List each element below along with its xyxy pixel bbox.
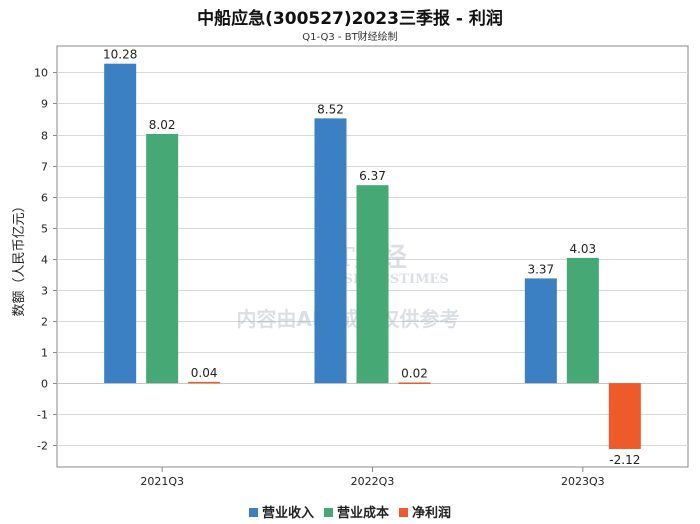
- legend-swatch: [399, 508, 408, 517]
- y-tick-label: 0: [41, 378, 48, 391]
- legend-item-营业收入[interactable]: 营业收入: [248, 502, 314, 521]
- legend-label: 营业成本: [336, 506, 389, 521]
- data-label: -2.12: [609, 453, 640, 467]
- y-tick-label: 5: [41, 223, 48, 236]
- y-tick-label: 7: [41, 161, 48, 174]
- data-label: 0.02: [401, 366, 428, 380]
- y-tick-label: 9: [41, 98, 48, 111]
- bar-营业成本-2022Q3: [356, 185, 389, 384]
- bar-净利润-2022Q3: [398, 382, 431, 384]
- legend: 营业收入 营业成本 净利润: [0, 502, 700, 521]
- chart-subtitle: Q1-Q3 - BT财经绘制: [302, 32, 398, 43]
- data-label: 3.37: [527, 262, 554, 276]
- data-label: 8.52: [317, 102, 344, 116]
- legend-label: 净利润: [412, 506, 452, 521]
- y-tick-label: -2: [37, 440, 48, 453]
- y-tick-label: 4: [41, 254, 48, 267]
- bar-营业收入-2023Q3: [524, 278, 557, 384]
- x-tick-label: 2021Q3: [140, 475, 184, 488]
- bar-营业成本-2021Q3: [146, 133, 179, 384]
- y-axis-label: 数额（人民币亿元）: [12, 199, 27, 316]
- watermark-notice: 内容由AI生成，仅供参考: [237, 307, 460, 331]
- data-label: 10.28: [103, 48, 137, 62]
- bar-净利润-2021Q3: [188, 381, 221, 384]
- y-tick-label: 10: [34, 67, 48, 80]
- y-tick-label: 3: [41, 285, 48, 298]
- bar-营业成本-2023Q3: [566, 257, 599, 384]
- legend-swatch: [323, 508, 333, 517]
- y-tick-label: 1: [41, 347, 48, 360]
- data-label: 6.37: [359, 169, 386, 183]
- y-tick-label: 6: [41, 192, 48, 205]
- y-tick-label: 8: [41, 130, 48, 143]
- profit-bar-chart: BT财经 BUSINESSTIMES 内容由AI生成，仅供参考 10.288.0…: [12, 45, 689, 488]
- bar-净利润-2023Q3: [608, 383, 641, 449]
- legend-item-营业成本[interactable]: 营业成本: [323, 502, 389, 521]
- x-tick-label: 2023Q3: [561, 475, 605, 488]
- data-label: 0.04: [191, 366, 218, 380]
- bar-营业收入-2021Q3: [104, 63, 137, 384]
- x-tick-label: 2022Q3: [351, 475, 395, 488]
- y-tick-label: -1: [37, 409, 48, 422]
- legend-swatch: [248, 508, 258, 517]
- legend-label: 营业收入: [261, 506, 314, 521]
- legend-item-净利润[interactable]: 净利润: [399, 502, 451, 521]
- y-tick-label: 2: [41, 316, 48, 329]
- data-label: 4.03: [569, 242, 596, 256]
- bar-营业收入-2022Q3: [314, 118, 347, 384]
- chart-title: 中船应急(300527)2023三季报 - 利润: [197, 9, 503, 29]
- data-label: 8.02: [149, 118, 176, 132]
